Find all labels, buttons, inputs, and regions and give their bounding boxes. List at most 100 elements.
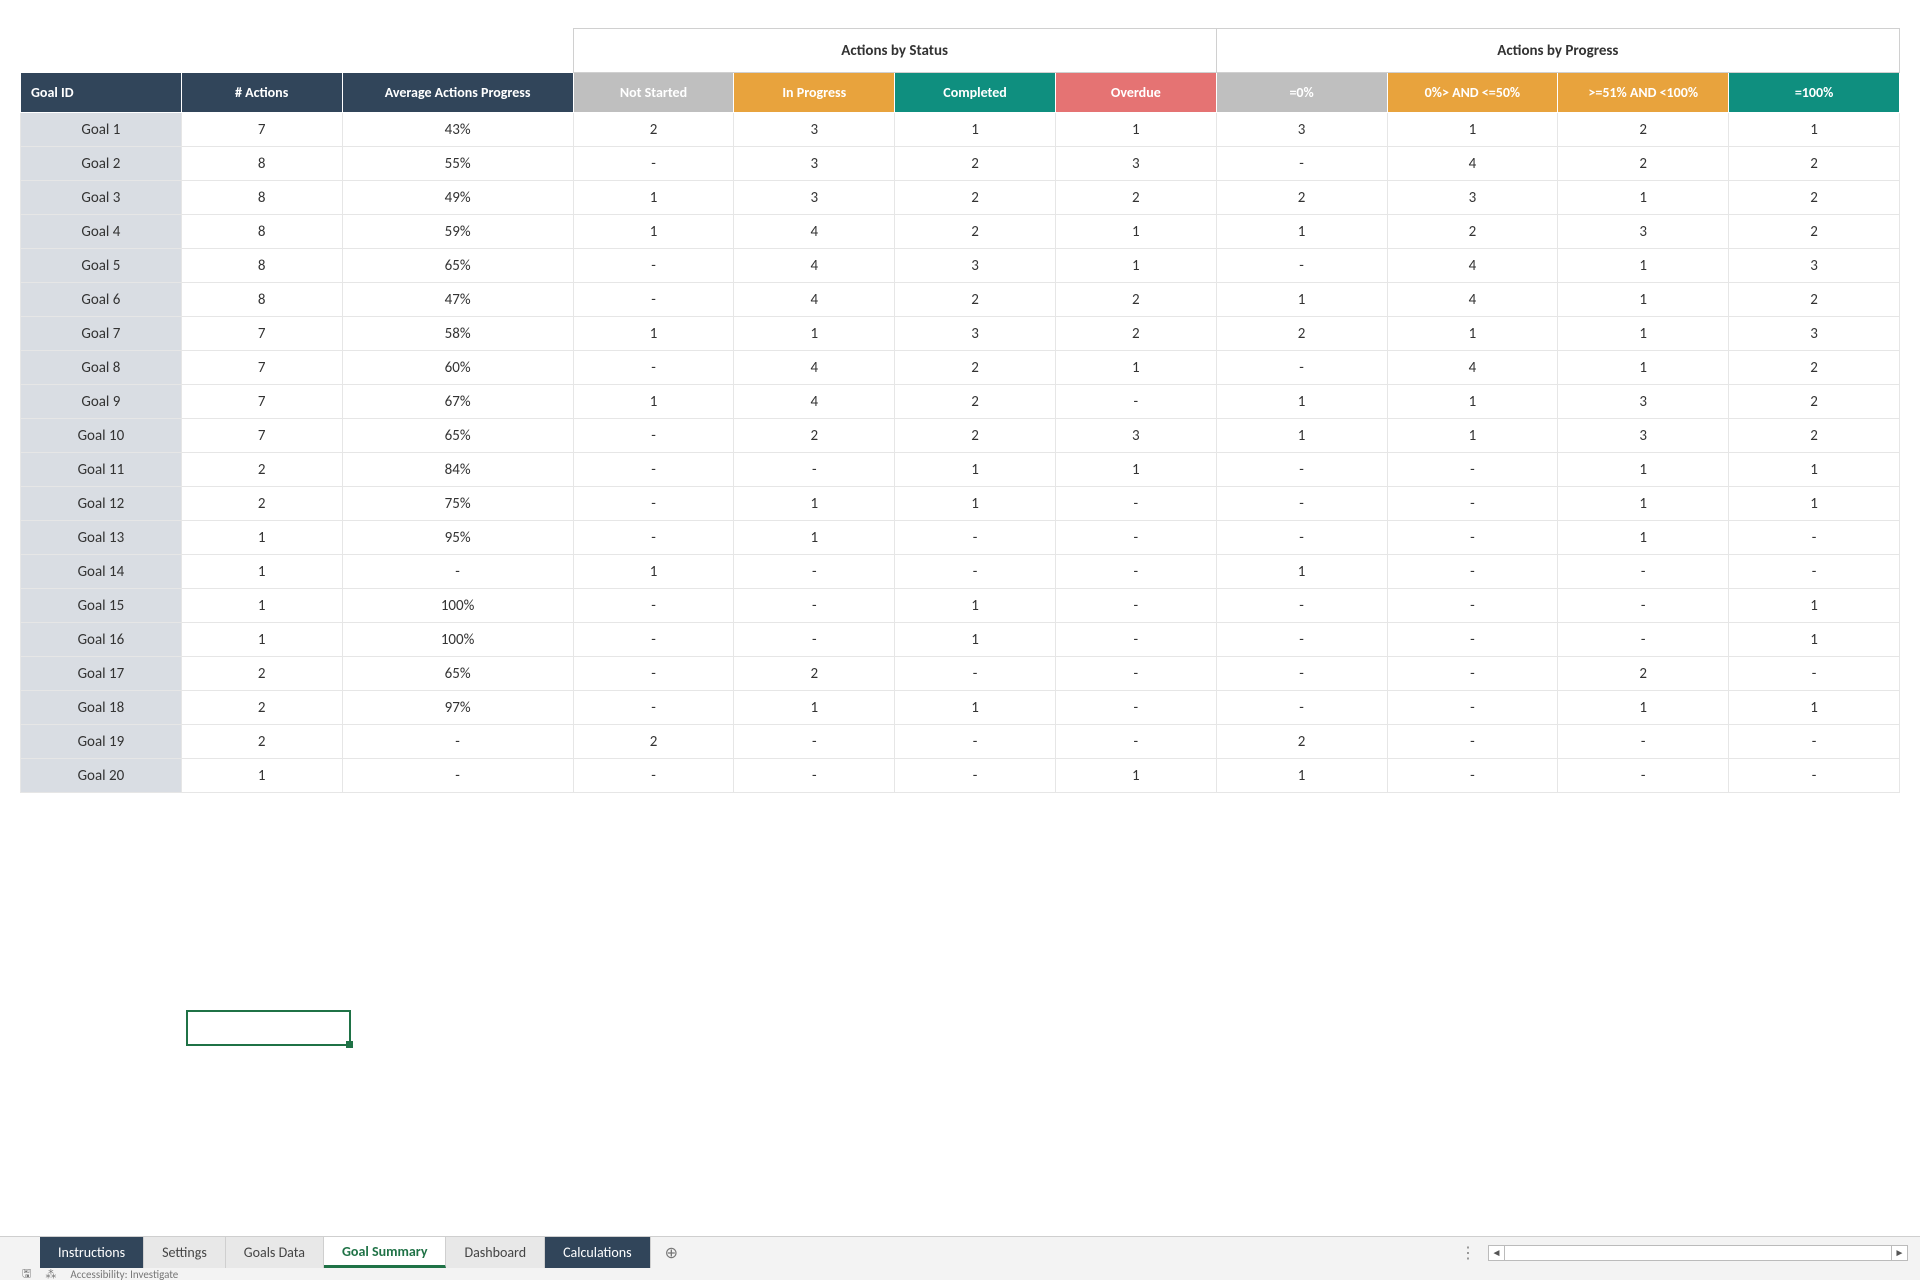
cell-status-2[interactable]: 3: [895, 249, 1056, 283]
cell-progress-0[interactable]: -: [1216, 249, 1387, 283]
tab-options-icon[interactable]: ⋮: [1460, 1243, 1478, 1263]
cell-status-0[interactable]: 1: [573, 181, 734, 215]
sheet-tab[interactable]: Goals Data: [226, 1237, 324, 1268]
cell-actions[interactable]: 8: [181, 147, 342, 181]
cell-avg[interactable]: 60%: [342, 351, 573, 385]
cell-status-2[interactable]: 1: [895, 623, 1056, 657]
cell-actions[interactable]: 2: [181, 453, 342, 487]
cell-status-2[interactable]: 2: [895, 147, 1056, 181]
cell-goal-id[interactable]: Goal 11: [21, 453, 182, 487]
cell-progress-0[interactable]: 2: [1216, 317, 1387, 351]
cell-status-3[interactable]: -: [1055, 657, 1216, 691]
cell-status-3[interactable]: -: [1055, 521, 1216, 555]
cell-progress-1[interactable]: 1: [1387, 385, 1558, 419]
cell-goal-id[interactable]: Goal 16: [21, 623, 182, 657]
cell-progress-0[interactable]: 2: [1216, 725, 1387, 759]
cell-goal-id[interactable]: Goal 2: [21, 147, 182, 181]
cell-status-2[interactable]: -: [895, 759, 1056, 793]
cell-status-0[interactable]: 1: [573, 215, 734, 249]
sheet-tab[interactable]: Calculations: [545, 1237, 650, 1268]
cell-progress-3[interactable]: 2: [1729, 351, 1900, 385]
cell-status-1[interactable]: 4: [734, 351, 895, 385]
cell-status-3[interactable]: -: [1055, 623, 1216, 657]
cell-actions[interactable]: 2: [181, 487, 342, 521]
cell-avg[interactable]: 47%: [342, 283, 573, 317]
cell-progress-0[interactable]: -: [1216, 521, 1387, 555]
cell-progress-2[interactable]: 2: [1558, 657, 1729, 691]
cell-goal-id[interactable]: Goal 9: [21, 385, 182, 419]
cell-status-3[interactable]: 3: [1055, 419, 1216, 453]
cell-actions[interactable]: 8: [181, 249, 342, 283]
cell-progress-1[interactable]: -: [1387, 453, 1558, 487]
cell-status-1[interactable]: -: [734, 555, 895, 589]
cell-status-0[interactable]: -: [573, 249, 734, 283]
cell-avg[interactable]: 65%: [342, 249, 573, 283]
cell-progress-1[interactable]: 4: [1387, 147, 1558, 181]
cell-status-0[interactable]: -: [573, 351, 734, 385]
cell-status-3[interactable]: 2: [1055, 181, 1216, 215]
cell-progress-0[interactable]: -: [1216, 453, 1387, 487]
cell-status-2[interactable]: 3: [895, 317, 1056, 351]
cell-status-2[interactable]: 2: [895, 419, 1056, 453]
cell-actions[interactable]: 2: [181, 657, 342, 691]
scroll-left-icon[interactable]: ◄: [1489, 1246, 1505, 1260]
cell-progress-3[interactable]: 2: [1729, 283, 1900, 317]
cell-status-3[interactable]: -: [1055, 691, 1216, 725]
cell-progress-0[interactable]: -: [1216, 589, 1387, 623]
cell-actions[interactable]: 1: [181, 759, 342, 793]
cell-status-2[interactable]: 2: [895, 215, 1056, 249]
cell-progress-2[interactable]: -: [1558, 759, 1729, 793]
cell-goal-id[interactable]: Goal 4: [21, 215, 182, 249]
cell-progress-2[interactable]: 1: [1558, 283, 1729, 317]
col-actions[interactable]: # Actions: [181, 73, 342, 113]
cell-status-2[interactable]: -: [895, 521, 1056, 555]
cell-progress-1[interactable]: 4: [1387, 351, 1558, 385]
cell-progress-0[interactable]: -: [1216, 147, 1387, 181]
cell-progress-0[interactable]: -: [1216, 691, 1387, 725]
cell-progress-2[interactable]: 2: [1558, 113, 1729, 147]
cell-progress-3[interactable]: 3: [1729, 317, 1900, 351]
cell-avg[interactable]: 97%: [342, 691, 573, 725]
cell-progress-1[interactable]: 1: [1387, 419, 1558, 453]
cell-status-2[interactable]: -: [895, 725, 1056, 759]
cell-status-2[interactable]: 1: [895, 113, 1056, 147]
cell-status-0[interactable]: -: [573, 521, 734, 555]
cell-progress-1[interactable]: -: [1387, 759, 1558, 793]
cell-progress-0[interactable]: 1: [1216, 283, 1387, 317]
cell-progress-0[interactable]: -: [1216, 487, 1387, 521]
cell-status-1[interactable]: -: [734, 623, 895, 657]
cell-progress-2[interactable]: 1: [1558, 351, 1729, 385]
cell-status-3[interactable]: 1: [1055, 215, 1216, 249]
cell-progress-1[interactable]: -: [1387, 555, 1558, 589]
cell-avg[interactable]: 84%: [342, 453, 573, 487]
cell-progress-0[interactable]: -: [1216, 351, 1387, 385]
cell-goal-id[interactable]: Goal 12: [21, 487, 182, 521]
cell-progress-2[interactable]: 3: [1558, 385, 1729, 419]
cell-status-2[interactable]: -: [895, 657, 1056, 691]
cell-status-3[interactable]: 1: [1055, 759, 1216, 793]
cell-progress-2[interactable]: 3: [1558, 215, 1729, 249]
cell-progress-0[interactable]: 2: [1216, 181, 1387, 215]
cell-avg[interactable]: 65%: [342, 657, 573, 691]
cell-status-3[interactable]: 1: [1055, 249, 1216, 283]
cell-goal-id[interactable]: Goal 10: [21, 419, 182, 453]
cell-goal-id[interactable]: Goal 14: [21, 555, 182, 589]
cell-status-0[interactable]: -: [573, 453, 734, 487]
cell-status-1[interactable]: -: [734, 759, 895, 793]
cell-progress-1[interactable]: 4: [1387, 249, 1558, 283]
cell-status-3[interactable]: 3: [1055, 147, 1216, 181]
cell-progress-1[interactable]: -: [1387, 487, 1558, 521]
cell-status-1[interactable]: 1: [734, 691, 895, 725]
sheet-tab[interactable]: Settings: [144, 1237, 226, 1268]
cell-progress-2[interactable]: 3: [1558, 419, 1729, 453]
cell-progress-0[interactable]: -: [1216, 623, 1387, 657]
cell-status-2[interactable]: 2: [895, 181, 1056, 215]
cell-progress-3[interactable]: 2: [1729, 385, 1900, 419]
cell-progress-1[interactable]: 1: [1387, 113, 1558, 147]
cell-progress-2[interactable]: -: [1558, 555, 1729, 589]
cell-progress-2[interactable]: 1: [1558, 181, 1729, 215]
cell-status-1[interactable]: 4: [734, 283, 895, 317]
cell-status-3[interactable]: 1: [1055, 113, 1216, 147]
cell-progress-1[interactable]: -: [1387, 589, 1558, 623]
cell-goal-id[interactable]: Goal 6: [21, 283, 182, 317]
